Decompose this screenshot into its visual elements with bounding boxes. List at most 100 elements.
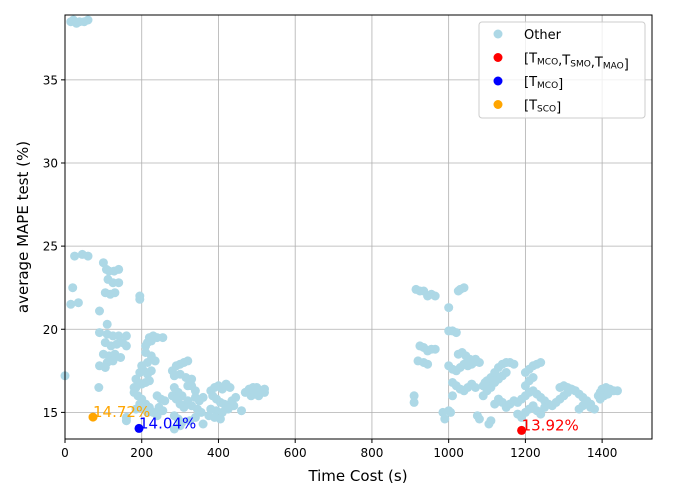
other-point [570,386,580,396]
other-point [102,319,112,329]
other-point [70,251,80,261]
other-point [73,298,83,308]
other-point [110,288,120,298]
x-tick-label: 600 [284,446,307,460]
other-point [114,278,124,288]
x-tick-label: 1400 [587,446,618,460]
other-point [148,407,158,417]
other-point [150,356,160,366]
other-point [114,331,124,341]
legend-box [478,21,646,119]
y-axis-label: average MAPE test (%) [14,141,32,313]
other-point [68,283,78,293]
other-point [179,402,189,412]
other-point [469,358,479,367]
other-point [474,414,484,424]
legend: Other [TMCO,TSMO,TMAO] [TMCO] [TSCO] [478,21,646,119]
plot-frame [64,14,653,440]
other-point [229,401,239,411]
x-tick-label: 800 [360,446,383,460]
legend-label: [TMCO] [524,75,563,92]
other-point [430,344,440,354]
other-point [116,353,126,362]
series-0 [60,15,622,434]
y-tick-label: 35 [43,73,58,87]
legend-marker [493,100,503,109]
other-point [98,258,108,268]
legend-label: Other [524,28,562,43]
legend-marker [493,29,503,39]
x-tick-label: 0 [61,446,69,460]
other-point [528,373,538,382]
other-point [536,409,546,419]
other-point [540,402,550,412]
other-point [158,333,168,343]
other-point [430,291,440,301]
other-point [121,416,131,426]
other-point [215,414,225,424]
legend-label: [TSCO] [524,99,561,116]
other-point [260,387,269,397]
other-point [100,363,110,372]
data-label: 13.92% [522,416,579,434]
other-point [486,416,496,426]
legend-label: [TMCO,TSMO,TMAO] [524,52,629,73]
other-point [409,391,419,401]
other-point [121,331,131,341]
other-point [121,341,131,351]
other-point [183,356,193,366]
other-point [144,376,154,386]
other-point [198,392,208,402]
data-label: 14.04% [139,414,196,432]
other-point [66,299,76,309]
other-point [448,391,457,401]
highlight-point [134,423,144,433]
other-point [409,397,419,407]
other-point [459,283,469,293]
other-point [440,414,450,424]
other-point [160,396,170,406]
other-point [95,328,104,338]
other-point [536,358,546,367]
data-labels: 14.72%14.04% 13.92% [93,403,579,434]
other-point [451,328,461,338]
y-tick-label: 15 [43,406,58,420]
legend-marker [493,76,503,86]
other-point [114,264,124,274]
other-point [480,378,490,387]
other-point [146,366,156,376]
other-point [146,336,156,346]
y-tick-label: 25 [43,240,58,254]
other-point [446,407,456,417]
other-point [444,303,454,313]
other-point [590,404,599,414]
data-points [60,15,622,435]
other-point [471,383,480,392]
other-point [175,421,185,431]
other-point [603,389,613,399]
series-2 [134,423,144,433]
other-point [423,359,433,369]
other-point [225,383,235,392]
y-tick-label: 30 [43,156,58,170]
other-point [83,15,93,25]
legend-marker [493,53,503,62]
other-point [190,386,200,396]
y-tick-label: 20 [43,323,58,337]
x-axis-label: Time Cost (s) [307,467,407,485]
y-axis-ticks: 15 20 25 30 35 [43,73,65,420]
series-3 [88,412,98,422]
other-point [613,386,622,396]
x-tick-label: 1200 [510,446,541,460]
other-point [94,383,104,392]
x-tick-label: 1000 [433,446,464,460]
series-1 [517,425,527,435]
other-point [135,294,145,304]
x-tick-label: 400 [207,446,230,460]
other-point [95,306,104,316]
other-point [237,406,246,416]
highlight-point [88,412,98,422]
highlight-point [517,425,527,435]
